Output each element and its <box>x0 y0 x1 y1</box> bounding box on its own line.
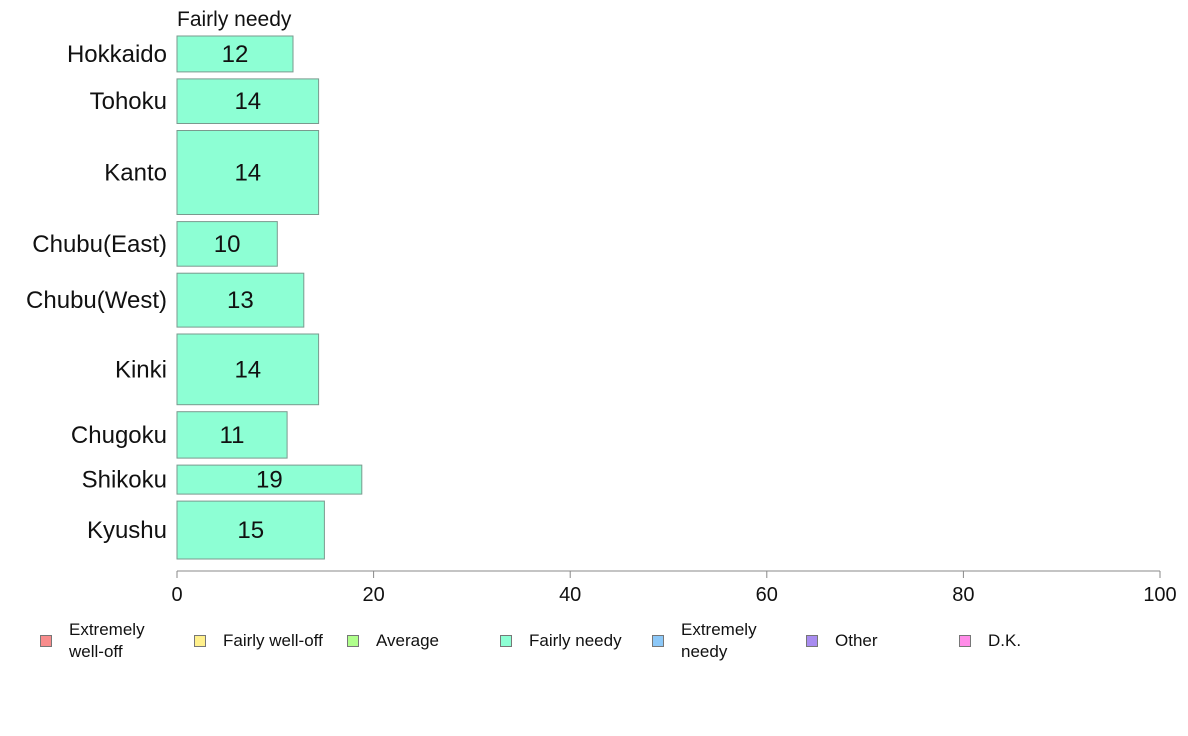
legend-swatch <box>806 635 818 647</box>
x-tick-label: 60 <box>756 584 778 606</box>
bar-tohoku <box>176 78 320 124</box>
legend-item: Extremely needy <box>652 618 757 664</box>
bar-value-label: 12 <box>222 41 249 68</box>
x-tick-label: 40 <box>559 584 581 606</box>
legend-item: Fairly needy <box>500 618 622 664</box>
legend-swatch <box>959 635 971 647</box>
category-label: Hokkaido <box>67 41 167 68</box>
legend-item: Fairly well-off <box>194 618 323 664</box>
bar-hokkaido <box>176 35 294 73</box>
bar-value-label: 10 <box>214 231 241 258</box>
legend: Extremely well-off Fairly well-off Average… <box>0 618 1188 668</box>
bar-value-label: 14 <box>234 160 261 187</box>
legend-swatch <box>347 635 359 647</box>
bar-kanto <box>176 130 320 215</box>
legend-label: Average <box>376 631 440 650</box>
bar-value-label: 13 <box>227 287 254 314</box>
legend-label: Fairly well-off <box>223 631 323 650</box>
x-tick-label: 80 <box>952 584 974 606</box>
legend-label: Extremely well-off <box>69 620 145 661</box>
bar-kyushu <box>176 500 325 560</box>
bars-group: Hokkaido 12 Tohoku 14 Kanto 14 Chubu(East) 10 Ch… <box>26 35 363 560</box>
bar-chubu-west <box>176 272 305 328</box>
bar-value-label: 11 <box>220 422 245 449</box>
bar-shikoku <box>176 464 363 495</box>
legend-swatch <box>40 635 52 647</box>
legend-swatch <box>652 635 664 647</box>
legend-label: Fairly needy <box>529 631 622 650</box>
legend-item: D.K. <box>959 618 1021 664</box>
legend-swatch <box>194 635 206 647</box>
category-label: Chubu(West) <box>26 287 167 314</box>
legend-item: Other <box>806 618 878 664</box>
bar-kinki <box>176 333 320 406</box>
bar-value-label: 14 <box>234 88 261 115</box>
legend-label: Extremely needy <box>681 620 757 661</box>
bar-value-label: 14 <box>234 356 261 383</box>
legend-label: D.K. <box>988 631 1022 650</box>
category-label: Chubu(East) <box>32 231 167 258</box>
x-tick-label: 20 <box>362 584 384 606</box>
category-label: Tohoku <box>90 88 167 115</box>
x-axis: 0 20 40 60 80 100 <box>171 570 1177 606</box>
legend-item: Extremely well-off <box>40 618 145 664</box>
bar-chugoku <box>176 411 288 459</box>
legend-swatch <box>500 635 512 647</box>
panel-title: Fairly needy <box>177 8 292 31</box>
chart: Fairly needy Hokkaido 12 Tohoku 14 Kanto 14 Ch… <box>26 8 1177 606</box>
category-label: Kanto <box>104 160 167 187</box>
category-label: Chugoku <box>71 422 167 449</box>
category-label: Kinki <box>115 356 167 383</box>
x-tick-label: 100 <box>1143 584 1176 606</box>
bar-chubu-east <box>176 221 278 267</box>
legend-item: Average <box>347 618 439 664</box>
bar-value-label: 19 <box>256 467 283 494</box>
x-tick-label: 0 <box>171 584 182 606</box>
category-label: Shikoku <box>82 467 167 494</box>
bar-value-label: 15 <box>237 517 264 544</box>
legend-label: Other <box>835 631 878 650</box>
category-label: Kyushu <box>87 517 167 544</box>
